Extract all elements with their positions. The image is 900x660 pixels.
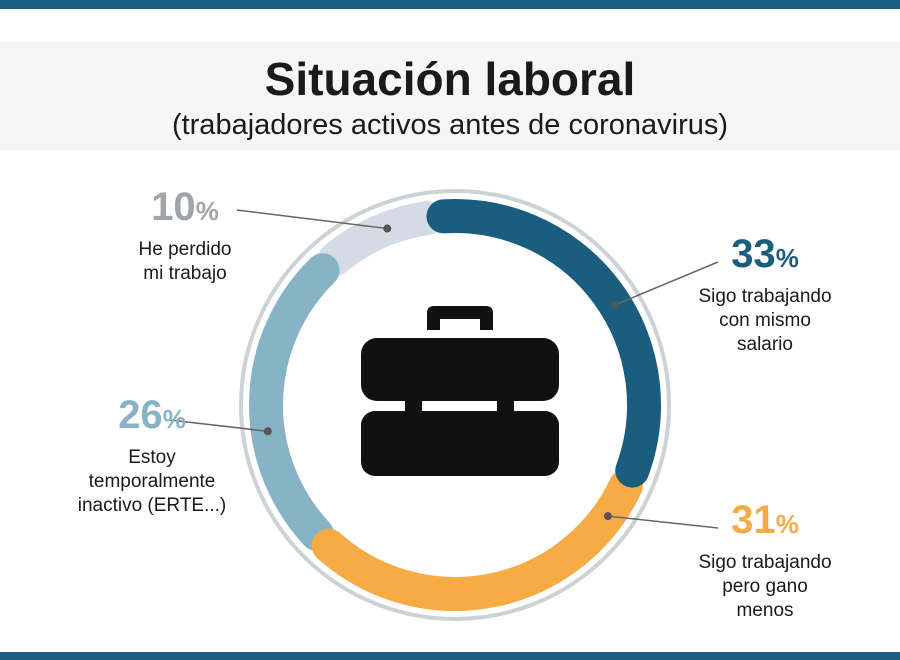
label-sigo-gano-menos: 31% Sigo trabajando pero gano menos	[680, 498, 850, 623]
category-label: Sigo trabajando con mismo salario	[698, 286, 832, 355]
percent-symbol: %	[162, 404, 186, 434]
ring-outer-border	[239, 189, 671, 621]
leader-dot	[383, 224, 392, 233]
label-temporalmente-inactivo: 26% Estoy temporalmente inactivo (ERTE..…	[62, 393, 242, 518]
label-sigo-mismo-salario: 33% Sigo trabajando con mismo salario	[680, 232, 850, 357]
category-label: Sigo trabajando pero gano menos	[698, 552, 832, 621]
chart-title: Situación laboral	[264, 53, 636, 105]
percent-value: 10	[151, 185, 196, 229]
percent-value: 31	[731, 498, 776, 542]
leader-line	[607, 515, 719, 529]
slice-mismo-salario	[426, 199, 661, 488]
percent-value: 26	[118, 393, 163, 437]
slice-perdido	[317, 201, 445, 277]
slice-inactivo	[249, 253, 340, 552]
leader-line	[169, 419, 268, 433]
percent-symbol: %	[775, 509, 799, 539]
percent-symbol: %	[775, 243, 799, 273]
header-band	[0, 42, 900, 150]
category-label: Estoy temporalmente inactivo (ERTE...)	[77, 447, 227, 516]
leader-dot	[603, 512, 612, 521]
percent-value: 33	[731, 232, 776, 276]
briefcase-icon	[361, 306, 559, 476]
percent-symbol: %	[195, 196, 219, 226]
leader-dot	[263, 427, 272, 436]
chart-subtitle: (trabajadores activos antes de coronavir…	[171, 109, 729, 141]
leader-line	[236, 209, 388, 230]
leader-dot	[611, 300, 620, 309]
top-rule	[0, 0, 900, 9]
bottom-rule	[0, 652, 900, 660]
slice-gano-menos	[311, 468, 643, 611]
leader-line	[614, 261, 719, 306]
label-perdido-trabajo: 10% He perdido mi trabajo	[110, 185, 260, 286]
category-label: He perdido mi trabajo	[138, 239, 232, 284]
